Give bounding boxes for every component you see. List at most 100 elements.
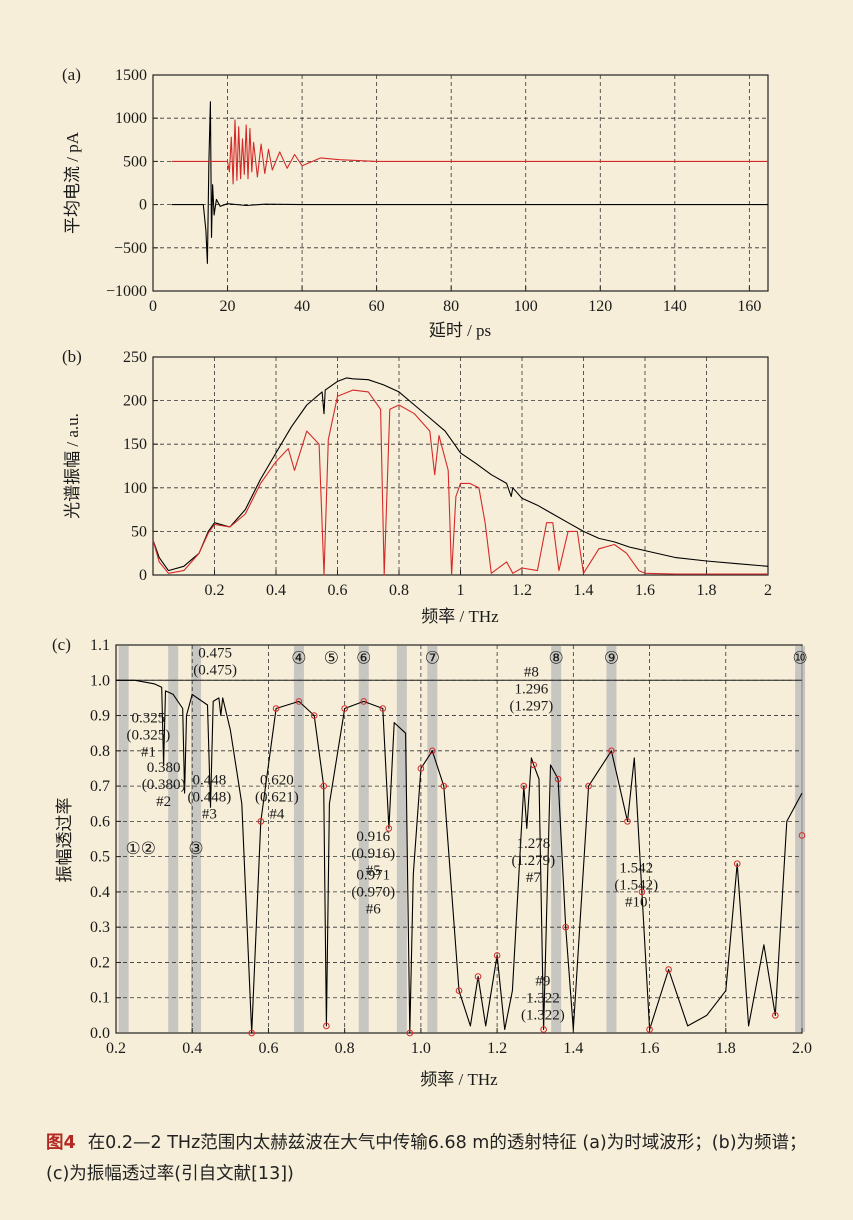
data-point-marker [320,782,328,790]
x-tick-label: 1 [457,582,465,599]
x-tick-label: 1.6 [640,1040,660,1057]
absorption-line-annotation: (0.475) [193,662,237,678]
panel-c: (c) 0.2 0.4 0.6 0.8 1.0 1.2 1.4 1.6 1.8 2.0 0.0 0.1… [52,635,812,1089]
x-tick-label: 1.0 [411,1040,431,1057]
panel-a-grid [153,75,768,291]
band-number-label: ⑤ [324,648,339,667]
data-point-marker [257,818,265,825]
absorption-band-8 [551,646,562,1032]
data-point-marker [562,923,570,931]
panel-a-xlabel: 延时 / ps [429,321,491,340]
absorption-band-7 [427,646,438,1032]
y-tick-label: 1500 [115,67,147,84]
panel-c-frame [115,644,803,1034]
absorption-line-annotation: 0.475 [198,645,232,661]
x-tick-label: 0.8 [389,582,409,599]
series-red-line [171,119,768,185]
panel-b-xlabel: 频率 / THz [421,607,499,626]
data-point-marker [585,782,592,790]
panel-b: (b) 0.2 0.4 0.6 0.8 1 1.2 1.4 1.6 1.8 2 0 50 100 150 2… [62,347,772,626]
series-red-line [152,389,768,576]
x-tick-label: 100 [514,298,538,315]
absorption-line-annotation: #10 [625,895,648,911]
figure-caption: 图4 在0.2—2 THz范围内太赫兹波在大气中传输6.68 m的透射特征 (a)… [46,1128,816,1190]
y-tick-label: 0.1 [90,990,110,1007]
data-point-marker [608,747,615,755]
panel-b-ticks: 0.2 0.4 0.6 0.8 1 1.2 1.4 1.6 1.8 2 0 50 100 150 200 25… [123,349,772,599]
absorption-line-annotation: (0.325) [127,728,171,744]
panel-c-bands [118,646,806,1032]
absorption-line-annotation: #9 [535,973,550,989]
y-tick-label: 1.0 [90,672,110,689]
absorption-line-annotation: #6 [366,902,382,918]
absorption-line-annotation: (1.542) [614,878,658,894]
x-tick-label: 0.4 [266,582,286,599]
x-tick-label: 140 [663,298,687,315]
data-point-marker [493,952,501,959]
absorption-line-annotation: #4 [269,806,285,822]
y-tick-label: 150 [123,436,147,453]
absorption-line-annotation: 1.322 [526,990,560,1006]
data-point-marker [310,712,318,719]
data-point-marker [530,761,537,769]
absorption-line-annotation: 0.916 [356,829,390,845]
y-tick-label: 100 [123,480,147,497]
series-black-line [171,101,768,264]
x-tick-label: 0.2 [106,1040,126,1057]
caption-label: 图4 [46,1133,76,1153]
panel-b-label: (b) [62,347,82,366]
absorption-line-annotation: (1.279) [511,853,555,869]
band-number-label: ⑧ [549,648,564,667]
absorption-line-annotation: (0.448) [187,789,231,805]
panel-a: (a) 0 20 40 60 80 100 120 140 160 −1000 −500 0 500 10… [62,65,769,340]
absorption-line-annotation: 0.620 [260,772,294,788]
y-tick-label: 200 [123,393,147,410]
data-point-marker [360,698,368,705]
data-point-marker [295,698,303,705]
y-tick-label: 0.2 [90,954,110,971]
band-number-label: ④ [291,648,306,667]
data-point-marker [323,1022,330,1030]
y-tick-label: 0.9 [90,708,110,725]
absorption-band-10 [795,646,806,1032]
series-black-line [116,679,803,1034]
panel-c-markers [248,698,806,1037]
data-point-marker [385,825,393,832]
x-tick-label: 2.0 [792,1040,812,1057]
data-point-marker [733,860,741,867]
absorption-line-annotation: 0.325 [132,711,166,727]
x-tick-label: 40 [294,298,310,315]
x-tick-label: 60 [369,298,385,315]
x-tick-label: 1.8 [716,1040,736,1057]
data-point-marker [379,705,387,712]
y-tick-label: 0 [139,567,147,584]
absorption-band-1 [118,646,129,1032]
absorption-band-3 [191,646,202,1032]
absorption-line-annotation: #5 [366,863,381,879]
x-tick-label: 1.2 [512,582,532,599]
panel-b-ylabel: 光谱振幅 / a.u. [63,413,82,519]
x-tick-label: 1.2 [487,1040,507,1057]
y-tick-label: 1.1 [90,637,110,654]
x-tick-label: 0.6 [258,1040,278,1057]
panel-a-ticks: 0 20 40 60 80 100 120 140 160 −1000 −500 0 500 1000 15… [106,67,761,315]
panel-c-xlabel: 频率 / THz [420,1070,498,1089]
absorption-line-annotation: 0.448 [192,772,226,788]
x-tick-label: 0.8 [335,1040,355,1057]
data-point-marker [638,888,646,896]
data-point-marker [272,705,280,712]
y-tick-label: 0.0 [90,1025,110,1042]
y-tick-label: 0.7 [90,778,110,795]
y-tick-label: 250 [123,349,147,366]
panel-c-ylabel: 振幅透过率 [55,798,74,883]
x-tick-label: 1.6 [635,582,655,599]
caption-text: 在0.2—2 THz范围内太赫兹波在大气中传输6.68 m的透射特征 (a)为时… [46,1133,807,1184]
data-point-marker [429,747,436,755]
y-tick-label: 0.5 [90,849,110,866]
data-point-marker [440,782,448,790]
y-tick-label: 1000 [115,110,147,127]
data-point-marker [665,966,672,973]
absorption-line-annotation: #3 [202,806,217,822]
y-tick-label: 500 [123,153,147,170]
x-tick-label: 2 [764,582,772,599]
